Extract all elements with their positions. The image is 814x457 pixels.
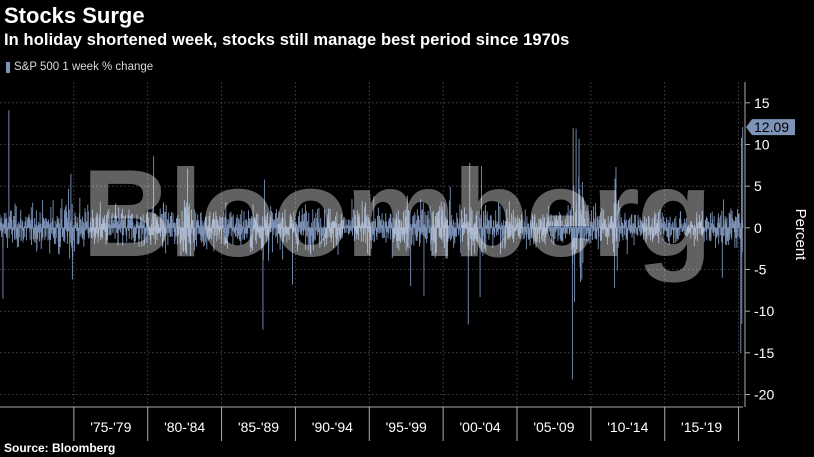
y-tick-label: -20: [754, 387, 774, 403]
source-note: Source: Bloomberg: [4, 441, 116, 455]
x-tick-label: '15-'19: [681, 419, 722, 435]
y-tick-label: 15: [754, 95, 770, 111]
y-tick-label: -10: [754, 303, 774, 319]
x-tick-label: '85-'89: [238, 419, 279, 435]
last-value-callout: 12.09: [746, 119, 795, 136]
last-value-label: 12.09: [754, 119, 789, 135]
bar-series: [0, 110, 744, 380]
x-tick-label: '90-'94: [312, 419, 353, 435]
x-tick-label: '80-'84: [164, 419, 205, 435]
x-tick-label: '75-'79: [90, 419, 131, 435]
x-tick-label: '05-'09: [533, 419, 574, 435]
chart-subtitle: In holiday shortened week, stocks still …: [4, 31, 570, 49]
legend-swatch: [6, 61, 10, 73]
legend-label: S&P 500 1 week % change: [14, 61, 154, 73]
x-tick-label: '10-'14: [607, 419, 648, 435]
legend: S&P 500 1 week % change: [6, 61, 153, 73]
y-axis-label: Percent: [792, 209, 809, 262]
axes: '75-'79 '80-'84 '85-'89 '90-'94 '95-'99 '00-'…: [0, 82, 809, 441]
chart-title: Stocks Surge: [4, 3, 145, 28]
x-tick-label: '95-'99: [386, 419, 427, 435]
y-tick-label: -5: [754, 262, 767, 278]
y-tick-label: 0: [754, 220, 762, 236]
y-tick-label: -15: [754, 345, 774, 361]
y-tick-label: 5: [754, 178, 762, 194]
x-tick-label: '00-'04: [459, 419, 500, 435]
y-tick-label: 10: [754, 137, 770, 153]
last-value-tag: [746, 119, 795, 136]
